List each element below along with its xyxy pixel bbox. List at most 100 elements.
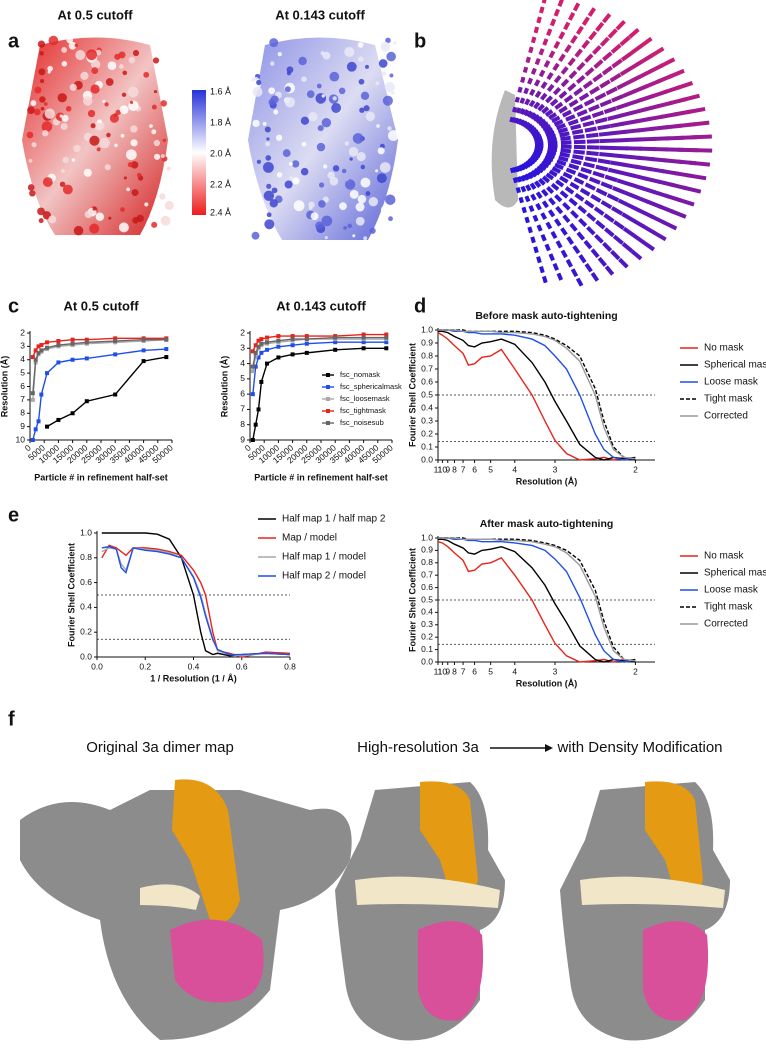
- view-spoke: [559, 190, 569, 199]
- series-marker: [39, 392, 44, 397]
- legend-label: fsc_nomask: [340, 370, 380, 379]
- view-spoke: [514, 165, 522, 173]
- view-spoke: [621, 242, 634, 253]
- density-speck: [380, 205, 391, 216]
- view-spoke: [613, 220, 625, 230]
- series-marker: [265, 335, 270, 340]
- series-marker: [276, 338, 281, 343]
- series-line: [32, 348, 167, 441]
- x-tick-label: 4: [512, 464, 517, 474]
- series-marker: [256, 355, 261, 360]
- density-speck: [346, 61, 357, 72]
- density-speck: [165, 124, 171, 130]
- view-spoke: [630, 59, 643, 70]
- view-spoke: [617, 198, 631, 208]
- density-speck: [320, 51, 325, 56]
- view-spoke: [586, 150, 599, 156]
- view-spoke: [690, 134, 712, 140]
- chain-orange: [645, 781, 703, 903]
- density-speck: [119, 105, 129, 115]
- density-speck: [308, 112, 318, 122]
- density-speck: [102, 99, 106, 103]
- legend-marker: [326, 397, 330, 401]
- view-spoke: [522, 66, 529, 74]
- chart-title: At 0.143 cutoff: [276, 298, 366, 313]
- density-speck: [352, 133, 364, 144]
- view-spoke: [519, 119, 527, 127]
- view-spoke: [533, 133, 542, 140]
- density-speck: [151, 129, 157, 135]
- view-spoke: [650, 46, 665, 58]
- density-speck: [86, 49, 98, 61]
- x-axis-label: Resolution (Å): [516, 476, 578, 486]
- legend-marker: [326, 421, 330, 425]
- density-speck: [153, 89, 158, 94]
- series-marker: [45, 371, 50, 376]
- view-spoke: [622, 226, 635, 238]
- view-spoke: [582, 161, 595, 169]
- y-axis-label: Fourier Shell Coefficient: [407, 548, 417, 652]
- view-spoke: [533, 79, 541, 87]
- view-spoke: [650, 214, 666, 225]
- view-spoke: [548, 197, 556, 206]
- density-speck: [130, 161, 139, 169]
- series-marker: [39, 343, 44, 348]
- density-speck: [368, 196, 379, 207]
- density-speck: [27, 184, 35, 191]
- density-speck: [357, 42, 364, 48]
- series-marker: [250, 438, 255, 442]
- view-spoke: [583, 239, 593, 250]
- view-spoke: [635, 195, 650, 205]
- view-spoke: [530, 67, 537, 75]
- view-spoke: [587, 7, 596, 17]
- density-speck: [152, 57, 160, 64]
- density-speck: [376, 124, 380, 128]
- density-speck: [128, 56, 136, 64]
- panel-label: f: [8, 708, 15, 730]
- density-speck: [59, 114, 63, 118]
- view-spoke: [581, 16, 590, 26]
- view-spoke: [555, 179, 565, 188]
- density-speck: [255, 196, 259, 200]
- series-marker: [361, 335, 366, 340]
- density-speck: [71, 158, 76, 162]
- series-marker: [84, 356, 89, 361]
- x-tick-label: 4: [512, 666, 517, 676]
- density-speck: [256, 79, 262, 86]
- view-spoke: [621, 212, 635, 222]
- series-marker: [250, 349, 255, 354]
- series-marker: [290, 337, 295, 342]
- view-spoke: [558, 105, 568, 114]
- view-spoke: [579, 187, 591, 197]
- view-spoke: [584, 199, 595, 209]
- x-tick-label: 7: [461, 666, 466, 676]
- series-marker: [304, 341, 309, 346]
- density-speck: [26, 131, 34, 139]
- view-spoke: [619, 66, 633, 77]
- view-spoke: [538, 69, 546, 78]
- density-speck: [284, 97, 296, 108]
- view-spoke: [545, 152, 556, 159]
- series-marker: [45, 424, 50, 429]
- legend-label: Spherical mask: [704, 568, 766, 579]
- view-spoke: [611, 94, 625, 103]
- y-tick-label: 0.6: [80, 577, 92, 587]
- density-speck: [301, 76, 307, 83]
- view-spoke: [540, 160, 550, 169]
- density-speck: [66, 36, 74, 44]
- density-speck: [344, 46, 355, 58]
- highres-map: [335, 781, 505, 1041]
- view-spoke: [568, 163, 580, 171]
- density-speck: [153, 139, 161, 147]
- view-spoke: [558, 155, 569, 162]
- density-speck: [42, 130, 49, 137]
- density-speck: [288, 161, 294, 166]
- series-marker: [384, 332, 389, 337]
- density-speck: [360, 177, 371, 188]
- density-speck: [74, 43, 79, 48]
- density-speck: [143, 71, 150, 78]
- view-spoke: [520, 185, 527, 193]
- density-speck: [40, 79, 45, 84]
- density-speck: [57, 93, 67, 103]
- density-speck: [42, 177, 53, 187]
